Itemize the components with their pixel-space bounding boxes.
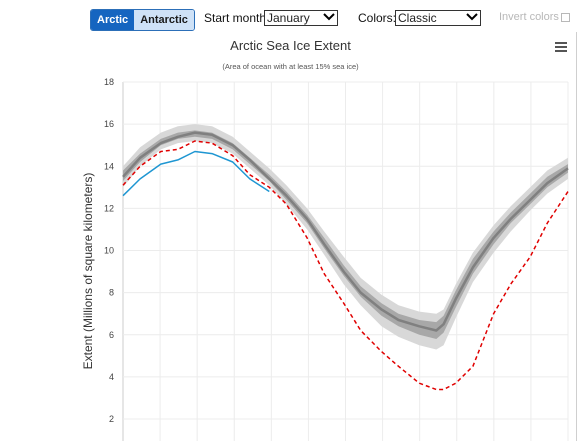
y-tick-label: 10 bbox=[104, 246, 114, 256]
y-tick-label: 6 bbox=[109, 330, 114, 340]
chevron-down-icon bbox=[466, 13, 478, 21]
y-tick-label: 8 bbox=[109, 288, 114, 298]
invert-colors-toggle[interactable]: Invert colors bbox=[499, 11, 570, 23]
y-tick-label: 12 bbox=[104, 203, 114, 213]
y-tick-label: 18 bbox=[104, 77, 114, 87]
checkbox-icon bbox=[560, 12, 570, 22]
start-month-value: January bbox=[267, 11, 310, 25]
hemisphere-toggle: Arctic Antarctic bbox=[90, 9, 195, 31]
hamburger-menu-icon[interactable] bbox=[555, 42, 567, 54]
y-tick-label: 2 bbox=[109, 414, 114, 424]
series-median bbox=[122, 131, 569, 332]
invert-colors-label: Invert colors bbox=[499, 11, 559, 23]
y-tick-label: 16 bbox=[104, 119, 114, 129]
colors-select[interactable]: Classic bbox=[395, 10, 481, 26]
chart-title: Arctic Sea Ice Extent bbox=[230, 38, 351, 53]
series-record-low bbox=[122, 140, 569, 391]
colors-value: Classic bbox=[398, 11, 437, 25]
y-tick-label: 4 bbox=[109, 372, 114, 382]
antarctic-button[interactable]: Antarctic bbox=[134, 10, 194, 30]
arctic-button[interactable]: Arctic bbox=[91, 10, 135, 30]
start-month-label: Start month: bbox=[204, 11, 270, 25]
chart-frame-edge bbox=[576, 32, 577, 441]
y-tick-label: 14 bbox=[104, 161, 114, 171]
series-current-year bbox=[122, 150, 270, 197]
chevron-down-icon bbox=[323, 13, 335, 21]
chart-subtitle: (Area of ocean with at least 15% sea ice… bbox=[222, 62, 359, 71]
start-month-select[interactable]: January bbox=[264, 10, 338, 26]
colors-label: Colors: bbox=[358, 11, 397, 25]
